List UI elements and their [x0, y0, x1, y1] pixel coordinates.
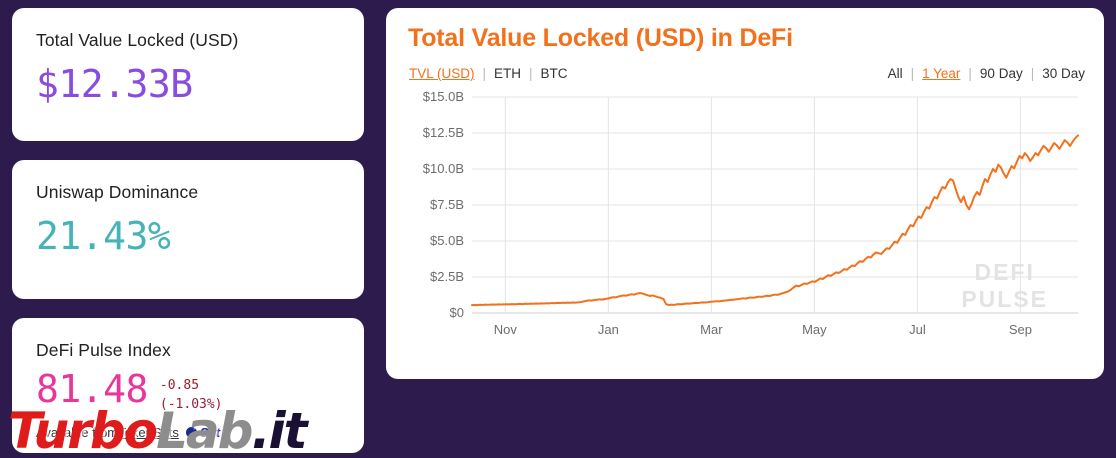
metric-tab-tvl[interactable]: TVL (USD) — [409, 66, 475, 81]
dpi-footer: Available from TokenSets Set — [36, 425, 340, 440]
x-tick-label: Mar — [700, 322, 723, 337]
x-axis-tick-labels: Nov Jan Mar May Jul Sep — [494, 322, 1032, 337]
x-tick-label: May — [802, 322, 827, 337]
y-axis-tick-labels: $0 $2.5B $5.0B $7.5B $10.0B $12.5B $15.0B — [423, 91, 464, 320]
metric-separator-2: | — [529, 66, 533, 81]
dpi-value-row: 81.48 -0.85 (-1.03%) — [36, 367, 340, 415]
y-tick-label: $10.0B — [423, 161, 464, 176]
chart-title: Total Value Locked (USD) in DeFi — [408, 24, 793, 52]
dpi-change-percent: (-1.03%) — [159, 396, 223, 412]
dpi-change-block: -0.85 (-1.03%) — [160, 377, 223, 415]
uniswap-label: Uniswap Dominance — [36, 182, 199, 202]
metric-tab-group: TVL (USD) | ETH | BTC — [408, 66, 569, 81]
stat-card-defi-pulse-index: DeFi Pulse Index 81.48 -0.85 (-1.03%) Av… — [12, 318, 364, 453]
y-tick-label: $0 — [450, 305, 464, 320]
vertical-gridlines — [504, 97, 1021, 313]
tvl-series-line — [471, 134, 1079, 307]
turbolab-watermark-part-2: Lab — [156, 402, 253, 458]
stat-card-total-value-locked: Total Value Locked (USD) $12.33B — [12, 8, 364, 141]
metric-separator-1: | — [482, 66, 487, 81]
turbolab-watermark-part-3: .it — [251, 402, 307, 458]
tvl-line-chart: $0 $2.5B $5.0B $7.5B $10.0B $12.5B $15.0B Nov J… — [423, 91, 1079, 337]
x-tick-label: Nov — [494, 322, 518, 337]
dpi-change-absolute: -0.85 — [159, 378, 200, 393]
x-tick-label: Sep — [1009, 322, 1032, 337]
plot-area: $0 $2.5B $5.0B $7.5B $10.0B $12.5B $15.0B Nov J… — [400, 91, 1086, 346]
y-tick-label: $15.0B — [423, 91, 464, 104]
range-tab-30-day[interactable]: 30 Day — [1042, 66, 1085, 81]
horizontal-gridlines — [472, 96, 1078, 314]
dpi-value: 81.48 — [36, 367, 148, 411]
range-tab-1-year[interactable]: 1 Year — [922, 66, 961, 81]
tokensets-link[interactable]: TokenSets — [118, 424, 179, 440]
range-tab-all[interactable]: All — [887, 66, 903, 81]
range-separator-3: | — [1030, 66, 1035, 81]
chart-card: Total Value Locked (USD) in DeFi TVL (US… — [386, 8, 1104, 379]
chart-controls: TVL (USD) | ETH | BTC All | 1 Year | 90 … — [408, 66, 1086, 81]
dpi-footer-prefix: Available from — [36, 424, 119, 440]
turbolab-watermark-part-1: Turbo — [8, 402, 158, 458]
range-separator-1: | — [910, 66, 915, 81]
y-tick-label: $5.0B — [430, 233, 464, 248]
uniswap-value: 21.43% — [36, 214, 171, 258]
range-tab-90-day[interactable]: 90 Day — [979, 66, 1023, 81]
y-tick-label: $7.5B — [430, 197, 464, 212]
stats-column: Total Value Locked (USD) $12.33B Uniswap… — [12, 8, 364, 458]
y-tick-label: $12.5B — [423, 125, 464, 140]
x-tick-label: Jan — [598, 322, 619, 337]
tokensets-logo: Set — [185, 424, 221, 440]
turbolab-watermark: TurboLab.it — [8, 406, 308, 456]
metric-tab-btc[interactable]: BTC — [540, 66, 568, 81]
metric-tab-eth[interactable]: ETH — [494, 66, 522, 81]
tvl-value: $12.33B — [36, 62, 193, 106]
stat-card-uniswap-dominance: Uniswap Dominance 21.43% — [12, 160, 364, 299]
tvl-label: Total Value Locked (USD) — [36, 30, 239, 50]
tokensets-dot-icon — [185, 426, 197, 438]
range-separator-2: | — [968, 66, 972, 81]
dpi-label: DeFi Pulse Index — [36, 340, 171, 360]
x-tick-label: Jul — [909, 322, 926, 337]
tokensets-brand-label: Set — [199, 424, 221, 440]
range-tab-group: All | 1 Year | 90 Day | 30 Day — [887, 66, 1086, 81]
y-tick-label: $2.5B — [430, 269, 464, 284]
